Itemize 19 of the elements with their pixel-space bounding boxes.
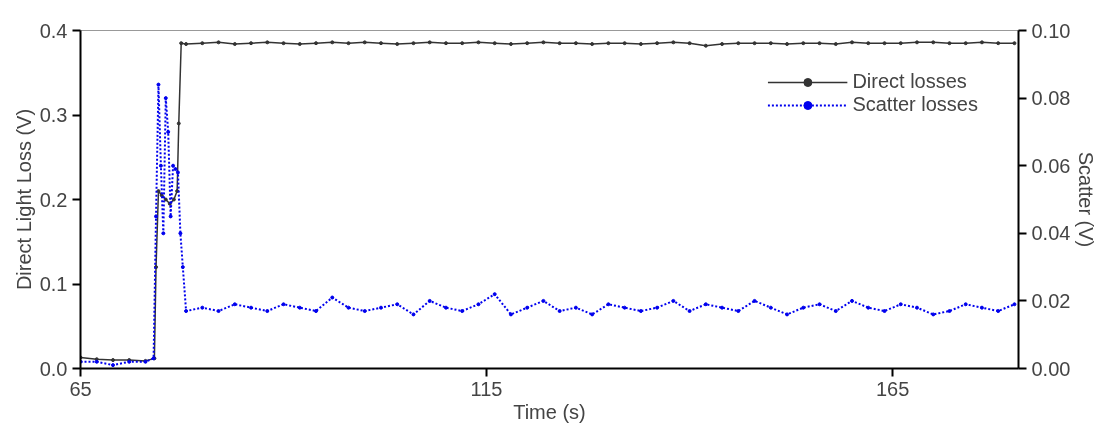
y2-tick-label: 0.10	[1031, 19, 1071, 42]
y2-tick-label: 0.02	[1031, 289, 1071, 312]
y-tick-label: 0.1	[39, 273, 68, 295]
y2-axis-title: Scatter (V)	[1075, 151, 1098, 248]
x-axis-title: Time (s)	[513, 400, 586, 423]
y-axis-title: Direct Light Loss (V)	[12, 108, 35, 291]
y-tick-label: 0.3	[39, 104, 68, 126]
y-tick-label: 0.0	[39, 357, 68, 380]
x-tick-label: 65	[69, 377, 92, 400]
x-tick-label: 165	[875, 377, 910, 400]
y2-tick-label: 0.08	[1031, 87, 1071, 110]
y-tick-label: 0.4	[39, 19, 68, 42]
legend-label: Direct losses	[852, 70, 967, 93]
legend-label: Scatter losses	[852, 93, 978, 116]
y2-tick-label: 0.00	[1031, 357, 1071, 380]
y2-tick-label: 0.04	[1031, 222, 1071, 245]
y2-tick-label: 0.06	[1031, 154, 1071, 177]
y-tick-label: 0.2	[39, 188, 68, 211]
x-tick-label: 115	[470, 377, 503, 400]
